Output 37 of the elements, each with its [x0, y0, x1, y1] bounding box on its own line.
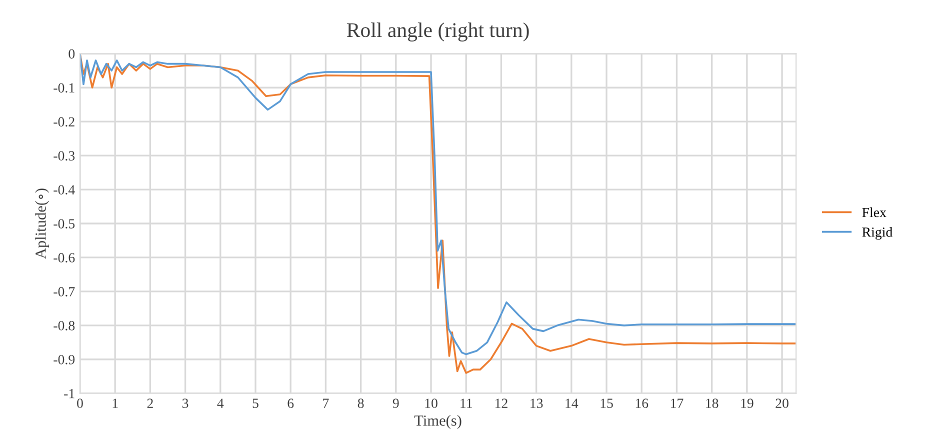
y-tick-label: -0.6 — [54, 253, 75, 262]
x-tick-label: 5 — [252, 398, 258, 408]
x-tick-label: 14 — [566, 398, 578, 408]
x-tick-label: 11 — [460, 398, 472, 408]
legend-label: Rigid — [862, 227, 892, 240]
x-tick-label: 2 — [147, 398, 153, 408]
x-tick-label: 16 — [636, 398, 648, 408]
y-tick-label: -1 — [64, 389, 74, 398]
x-tick-label: 19 — [741, 398, 754, 408]
y-tick-label: -0.1 — [54, 83, 74, 93]
y-tick-label: -0.2 — [54, 117, 74, 127]
x-tick-label: 15 — [600, 398, 613, 408]
x-tick-label: 6 — [288, 398, 294, 408]
x-tick-label: 4 — [217, 398, 224, 408]
chart-title: Roll angle (right turn) — [346, 22, 529, 42]
x-tick-label: 13 — [530, 398, 543, 408]
x-tick-label: 3 — [182, 398, 188, 408]
y-tick-label: 0 — [68, 49, 75, 59]
x-tick-label: 0 — [77, 398, 83, 408]
y-tick-label: -0.4 — [54, 185, 75, 195]
x-tick-label: 7 — [323, 398, 329, 408]
x-tick-label: 8 — [358, 398, 364, 408]
y-axis-title: Aplitude(∘) — [35, 188, 49, 259]
y-tick-label: -0.5 — [54, 219, 75, 229]
y-tick-label: -0.7 — [54, 287, 75, 296]
x-axis-title: Time(s) — [414, 414, 462, 429]
x-tick-label: 18 — [706, 398, 718, 408]
x-tick-label: 12 — [495, 398, 508, 408]
x-tick-label: 20 — [776, 398, 788, 408]
x-tick-label: 17 — [671, 398, 684, 408]
y-tick-label: -0.9 — [54, 354, 75, 364]
x-tick-label: 9 — [392, 398, 399, 408]
y-tick-label: -0.8 — [54, 321, 75, 330]
y-tick-label: -0.3 — [54, 151, 75, 161]
legend-label: Flex — [862, 207, 886, 218]
x-tick-label: 1 — [112, 398, 118, 408]
x-tick-label: 10 — [425, 398, 438, 408]
